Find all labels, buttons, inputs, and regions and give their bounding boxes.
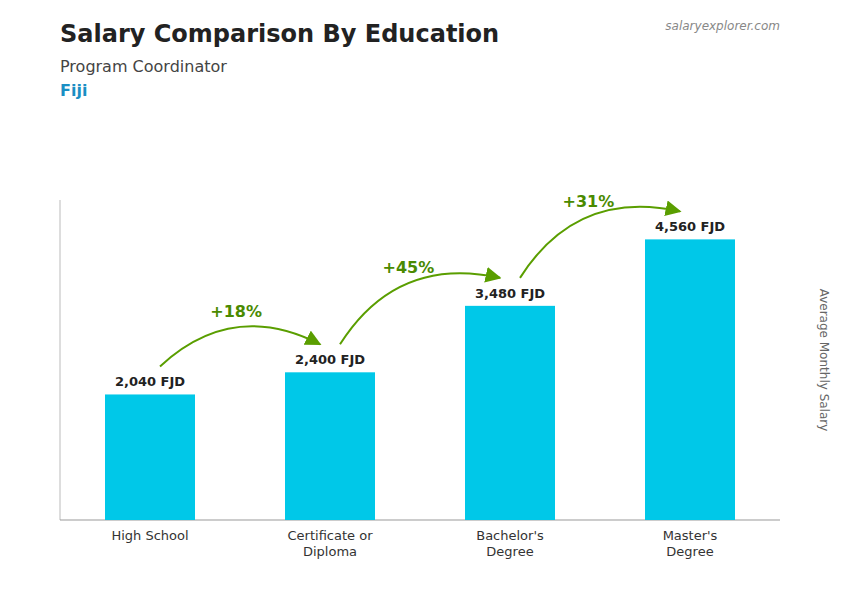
bar — [645, 239, 735, 520]
country: Fiji — [60, 81, 87, 100]
change-arrow — [340, 273, 500, 344]
change-annotation: +31% — [563, 192, 615, 211]
x-tick-label-line: Diploma — [303, 544, 357, 559]
bar — [105, 394, 195, 520]
data-label: 2,040 FJD — [115, 374, 185, 389]
x-tick-label-line: Certificate or — [288, 528, 374, 543]
x-tick-label-line: Degree — [666, 544, 713, 559]
watermark: salaryexplorer.com — [665, 19, 780, 33]
y-axis-label: Average Monthly Salary — [817, 289, 831, 432]
x-tick-label: High School — [111, 528, 188, 543]
change-arrow — [520, 207, 680, 278]
chart-container: Salary Comparison By Education Program Co… — [0, 0, 850, 606]
change-arrow — [160, 326, 320, 366]
subtitle: Program Coordinator — [60, 57, 227, 76]
x-tick-label: Certificate orDiploma — [288, 528, 374, 559]
x-tick-label-line: Degree — [486, 544, 533, 559]
change-annotation: +18% — [210, 302, 262, 321]
x-tick-label: Master'sDegree — [663, 528, 718, 559]
data-label: 4,560 FJD — [655, 219, 725, 234]
x-tick-label: Bachelor'sDegree — [476, 528, 544, 559]
x-tick-label-line: Master's — [663, 528, 718, 543]
change-annotation: +45% — [383, 258, 435, 277]
chart: Salary Comparison By Education Program Co… — [0, 0, 850, 606]
bars — [105, 239, 735, 520]
data-label: 2,400 FJD — [295, 352, 365, 367]
title: Salary Comparison By Education — [60, 20, 499, 48]
bar — [465, 306, 555, 520]
data-label: 3,480 FJD — [475, 286, 545, 301]
bar — [285, 372, 375, 520]
x-tick-label-line: High School — [111, 528, 188, 543]
x-tick-label-line: Bachelor's — [476, 528, 544, 543]
y-axis-line — [60, 200, 61, 520]
